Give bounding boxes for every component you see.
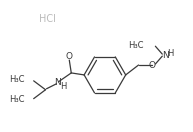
Text: HCl: HCl [39,13,56,23]
Text: N: N [54,78,61,87]
Text: H: H [167,49,173,58]
Text: N: N [162,51,169,60]
Text: O: O [149,60,156,70]
Text: H: H [60,82,67,91]
Text: H₃C: H₃C [128,41,144,50]
Text: H₃C: H₃C [9,95,25,104]
Text: O: O [66,52,73,61]
Text: H₃C: H₃C [9,75,25,84]
